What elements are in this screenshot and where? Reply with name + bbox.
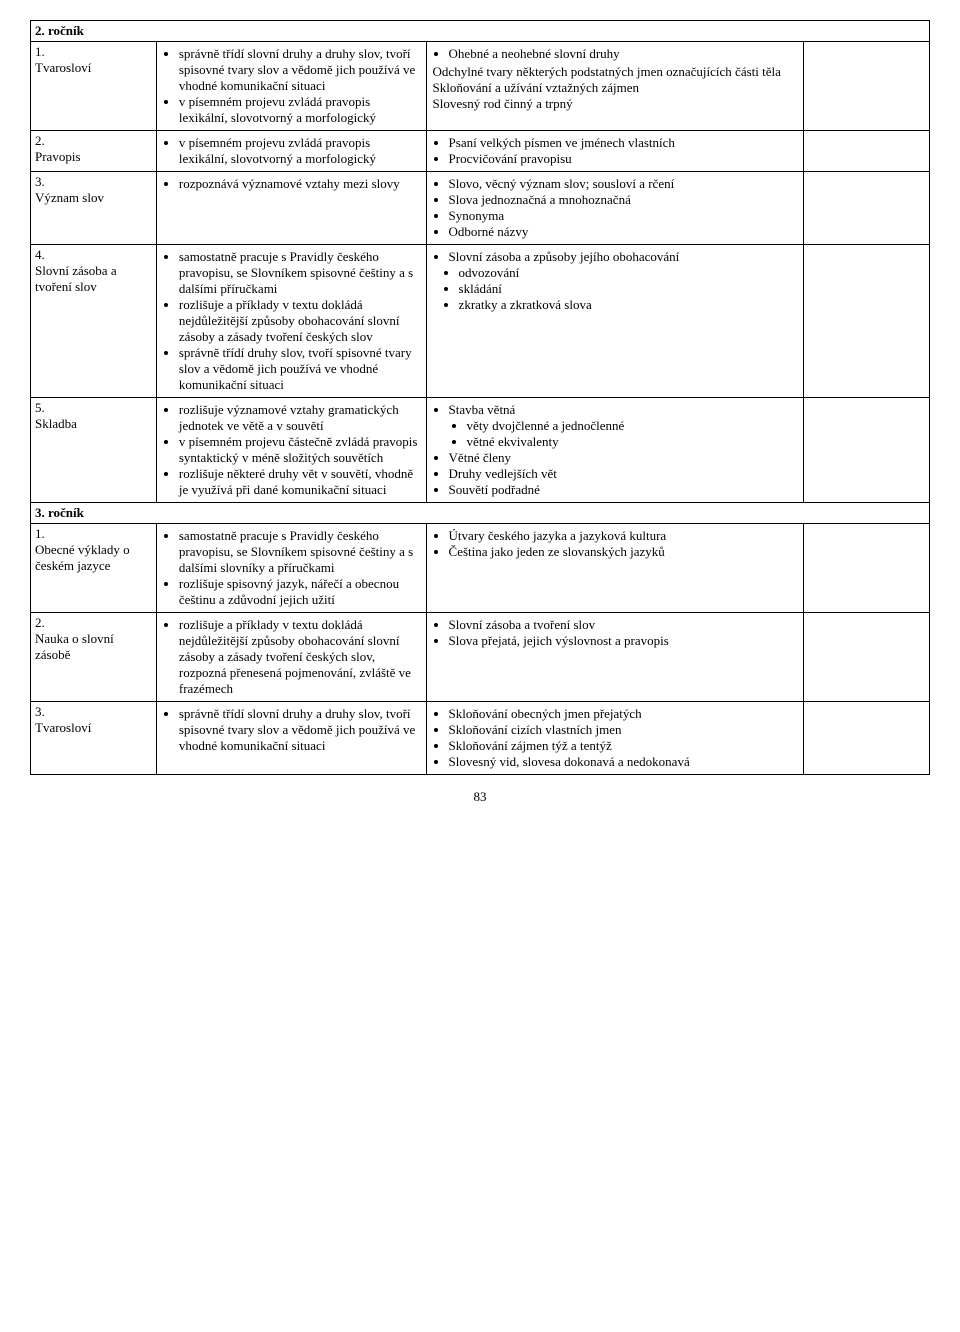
list-item: rozpoznává významové vztahy mezi slovy [179,176,422,192]
topic-cell: 5.Skladba [31,398,157,503]
outcomes-cell: správně třídí slovní druhy a druhy slov,… [156,702,426,775]
topic-cell: 3.Tvarosloví [31,702,157,775]
content-cell: Psaní velkých písmen ve jménech vlastníc… [426,131,804,172]
content-cell: Útvary českého jazyka a jazyková kultura… [426,524,804,613]
content-cell: Slovo, věcný význam slov; sousloví a rče… [426,172,804,245]
list-item: rozlišuje významové vztahy gramatických … [179,402,422,434]
list-item: Slova přejatá, jejich výslovnost a pravo… [449,633,800,649]
notes-cell [804,172,930,245]
list-item: zkratky a zkratková slova [459,297,800,313]
list-item: v písemném projevu zvládá pravopis lexik… [179,135,422,167]
list-item: samostatně pracuje s Pravidly českého pr… [179,528,422,576]
notes-cell [804,131,930,172]
list-item: v písemném projevu zvládá pravopis lexik… [179,94,422,126]
notes-cell [804,42,930,131]
topic-cell: 2.Pravopis [31,131,157,172]
notes-cell [804,245,930,398]
page-number: 83 [30,789,930,805]
list-item: Čeština jako jeden ze slovanských jazyků [449,544,800,560]
outcomes-cell: rozlišuje významové vztahy gramatických … [156,398,426,503]
list-item: Slovesný vid, slovesa dokonavá a nedokon… [449,754,800,770]
grade-header: 2. ročník [31,21,930,42]
list-item: správně třídí druhy slov, tvoří spisovné… [179,345,422,393]
curriculum-table: 2. ročník1.Tvarosloví správně třídí slovn… [30,20,930,775]
outcomes-cell: rozlišuje a příklady v textu dokládá nej… [156,613,426,702]
list-item: správně třídí slovní druhy a druhy slov,… [179,46,422,94]
topic-cell: 1.Obecné výklady o českém jazyce [31,524,157,613]
list-item: větné ekvivalenty [467,434,800,450]
topic-cell: 1.Tvarosloví [31,42,157,131]
list-item: Odborné názvy [449,224,800,240]
list-item: odvozování [459,265,800,281]
list-item: rozlišuje spisovný jazyk, nářečí a obecn… [179,576,422,608]
list-item: Slovní zásoba a tvoření slov [449,617,800,633]
topic-cell: 3.Význam slov [31,172,157,245]
topic-cell: 2.Nauka o slovní zásobě [31,613,157,702]
list-item: samostatně pracuje s Pravidly českého pr… [179,249,422,297]
outcomes-cell: samostatně pracuje s Pravidly českého pr… [156,524,426,613]
notes-cell [804,613,930,702]
list-item: rozlišuje a příklady v textu dokládá nej… [179,297,422,345]
notes-cell [804,702,930,775]
list-item: Útvary českého jazyka a jazyková kultura [449,528,800,544]
outcomes-cell: rozpoznává významové vztahy mezi slovy [156,172,426,245]
content-cell: Skloňování obecných jmen přejatýchSkloňo… [426,702,804,775]
list-item: Skloňování zájmen týž a tentýž [449,738,800,754]
outcomes-cell: samostatně pracuje s Pravidly českého pr… [156,245,426,398]
content-cell: Slovní zásoba a způsoby jejího obohacová… [426,245,804,398]
list-item: Skloňování cizích vlastních jmen [449,722,800,738]
list-item: Psaní velkých písmen ve jménech vlastníc… [449,135,800,151]
list-item: Slova jednoznačná a mnohoznačná [449,192,800,208]
list-item: Skloňování obecných jmen přejatých [449,706,800,722]
content-cell: Stavba větnávěty dvojčlenné a jednočlenn… [426,398,804,503]
list-item: Procvičování pravopisu [449,151,800,167]
notes-cell [804,398,930,503]
grade-header: 3. ročník [31,503,930,524]
content-cell: Slovní zásoba a tvoření slovSlova přejat… [426,613,804,702]
list-item: věty dvojčlenné a jednočlenné [467,418,800,434]
list-item: rozlišuje některé druhy vět v souvětí, v… [179,466,422,498]
outcomes-cell: správně třídí slovní druhy a druhy slov,… [156,42,426,131]
list-item: Slovo, věcný význam slov; sousloví a rče… [449,176,800,192]
notes-cell [804,524,930,613]
list-item: správně třídí slovní druhy a druhy slov,… [179,706,422,754]
list-item: rozlišuje a příklady v textu dokládá nej… [179,617,422,697]
list-item: skládání [459,281,800,297]
topic-cell: 4.Slovní zásoba a tvoření slov [31,245,157,398]
content-cell: Ohebné a neohebné slovní druhyOdchylné t… [426,42,804,131]
list-item: v písemném projevu částečně zvládá pravo… [179,434,422,466]
outcomes-cell: v písemném projevu zvládá pravopis lexik… [156,131,426,172]
list-item: Synonyma [449,208,800,224]
